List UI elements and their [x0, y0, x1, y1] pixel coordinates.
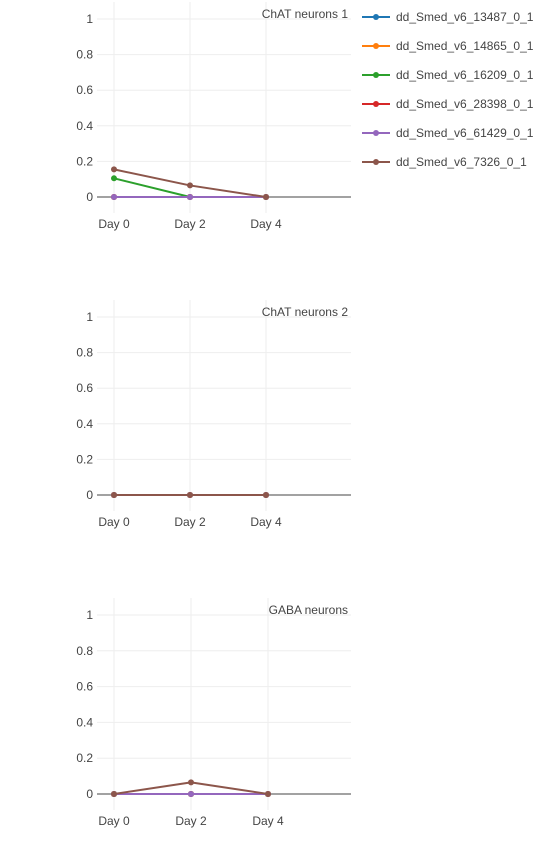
x-tick-label: Day 0: [98, 814, 130, 828]
y-tick-label: 0: [86, 787, 93, 801]
y-tick-label: 0.6: [76, 83, 93, 97]
legend-swatch-marker: [373, 101, 379, 107]
legend-item[interactable]: dd_Smed_v6_16209_0_1: [362, 68, 534, 82]
x-tick-label: Day 0: [98, 515, 130, 529]
y-tick-label: 0.8: [76, 346, 93, 360]
data-point: [187, 492, 193, 498]
legend-swatch-marker: [373, 43, 379, 49]
y-tick-label: 0.2: [76, 751, 93, 765]
y-tick-label: 0.8: [76, 48, 93, 62]
legend-item[interactable]: dd_Smed_v6_28398_0_1: [362, 97, 534, 111]
x-tick-label: Day 2: [175, 814, 207, 828]
data-point: [111, 492, 117, 498]
y-tick-label: 1: [86, 608, 93, 622]
y-tick-label: 1: [86, 310, 93, 324]
legend-label: dd_Smed_v6_13487_0_1: [396, 10, 534, 24]
y-tick-label: 1: [86, 12, 93, 26]
legend-label: dd_Smed_v6_16209_0_1: [396, 68, 534, 82]
chart-panel: 0 0.2 0.4 0.6 0.8 1 Day 0 Day 2 Day 4 ChAT neuron…: [76, 2, 351, 231]
chart-panels: 0 0.2 0.4 0.6 0.8 1 Day 0 Day 2 Day 4 ChAT neuron…: [76, 2, 351, 828]
legend-label: dd_Smed_v6_14865_0_1: [396, 39, 534, 53]
y-tick-label: 0.8: [76, 644, 93, 658]
legend-swatch-marker: [373, 130, 379, 136]
panel-title: ChAT neurons 2: [262, 305, 349, 319]
x-tick-label: Day 2: [174, 217, 206, 231]
data-point: [111, 791, 117, 797]
data-point: [111, 166, 117, 173]
data-point: [187, 182, 193, 189]
legend-label: dd_Smed_v6_61429_0_1: [396, 126, 534, 140]
x-tick-label: Day 4: [250, 515, 282, 529]
data-point: [111, 175, 117, 182]
data-point: [111, 194, 117, 200]
panel-title: ChAT neurons 1: [262, 7, 349, 21]
x-tick-label: Day 2: [174, 515, 206, 529]
y-tick-label: 0.6: [76, 381, 93, 395]
x-tick-label: Day 0: [98, 217, 130, 231]
data-point: [187, 194, 193, 200]
chart-panel: 0 0.2 0.4 0.6 0.8 1 Day 0 Day 2 Day 4 GABA neuron…: [76, 598, 351, 828]
legend-item[interactable]: dd_Smed_v6_61429_0_1: [362, 126, 534, 140]
legend-label: dd_Smed_v6_28398_0_1: [396, 97, 534, 111]
data-point: [188, 779, 194, 786]
y-tick-label: 0.2: [76, 154, 93, 168]
data-point: [263, 492, 269, 498]
legend-label: dd_Smed_v6_7326_0_1: [396, 155, 527, 169]
data-point: [263, 194, 269, 200]
y-tick-label: 0.4: [76, 417, 93, 431]
legend-item[interactable]: dd_Smed_v6_13487_0_1: [362, 10, 534, 24]
x-tick-label: Day 4: [252, 814, 284, 828]
y-tick-label: 0.4: [76, 119, 93, 133]
data-point: [265, 791, 271, 797]
x-tick-label: Day 4: [250, 217, 282, 231]
y-tick-label: 0: [86, 488, 93, 502]
legend-swatch-marker: [373, 72, 379, 78]
legend-item[interactable]: dd_Smed_v6_14865_0_1: [362, 39, 534, 53]
y-tick-label: 0: [86, 190, 93, 204]
y-tick-label: 0.4: [76, 715, 93, 729]
y-tick-label: 0.6: [76, 680, 93, 694]
legend: dd_Smed_v6_13487_0_1 dd_Smed_v6_14865_0_1…: [362, 10, 534, 169]
legend-swatch-marker: [373, 159, 379, 165]
panel-title: GABA neurons: [269, 603, 348, 617]
chart-panel: 0 0.2 0.4 0.6 0.8 1 Day 0 Day 2 Day 4 ChAT neuron…: [76, 300, 351, 529]
y-tick-label: 0.2: [76, 452, 93, 466]
legend-swatch-marker: [373, 14, 379, 20]
data-point: [188, 791, 194, 797]
legend-item[interactable]: dd_Smed_v6_7326_0_1: [362, 155, 527, 169]
